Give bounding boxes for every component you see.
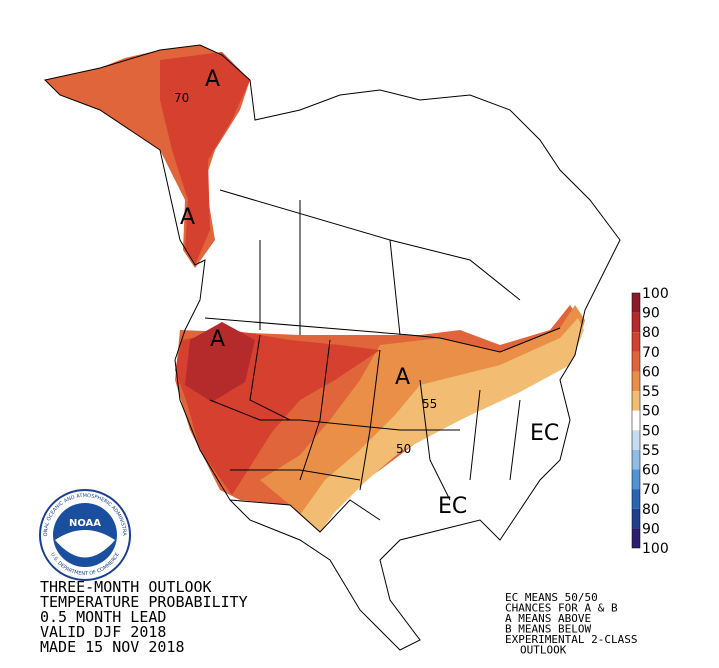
map-label: EC [438, 494, 467, 519]
legend-label: 55 [642, 443, 660, 459]
map-label: EC [530, 421, 559, 446]
legend-swatch [632, 469, 640, 490]
legend-label: 100 [642, 286, 669, 302]
boundaries [43, 44, 621, 651]
legend-frame [631, 292, 641, 549]
title-line: MADE 15 NOV 2018 [40, 638, 185, 656]
canada-lines [219, 189, 521, 336]
legend-swatch [632, 430, 640, 450]
legend: 100 90 80 70 60 55 50 50 55 60 70 80 90 100 [631, 286, 669, 557]
map-label: A [395, 365, 410, 390]
legend-label: 60 [642, 364, 660, 380]
title-line: TEMPERATURE PROBABILITY [40, 593, 248, 611]
title-line: VALID DJF 2018 [40, 623, 166, 641]
map-label: A [180, 205, 195, 230]
note-line: B MEANS BELOW [505, 623, 591, 636]
legend-label: 60 [642, 463, 660, 479]
legend-swatch [632, 312, 640, 333]
legend-swatch [632, 351, 640, 372]
legend-label: 50 [642, 423, 660, 439]
title-line: THREE-MONTH OUTLOOK [40, 578, 212, 596]
legend-swatch [632, 489, 640, 509]
state-lines [209, 334, 521, 501]
coastline [43, 44, 621, 651]
map-label: A [205, 67, 220, 92]
note-line: OUTLOOK [520, 644, 567, 657]
us-region-50 [300, 318, 584, 532]
legend-label: 50 [642, 404, 660, 420]
map-label: 55 [422, 397, 437, 411]
note-line: EC MEANS 50/50 [505, 591, 598, 604]
legend-swatch [632, 391, 640, 411]
legend-swatch [632, 332, 640, 352]
map-label: 70 [174, 91, 189, 105]
legend-label: 70 [642, 482, 660, 498]
legend-swatch [632, 508, 640, 529]
logo-gull [55, 530, 115, 558]
legend-swatch [632, 410, 640, 431]
alaska-region-inner [160, 52, 250, 265]
note-line: EXPERIMENTAL 2-CLASS [505, 633, 637, 646]
us-mexico-border [229, 499, 381, 533]
note-line: A MEANS ABOVE [505, 612, 591, 625]
us-region-80 [185, 322, 255, 402]
legend-label: 55 [642, 384, 660, 400]
legend-label: 90 [642, 306, 660, 322]
map-label: 50 [396, 442, 411, 456]
legend-label: 90 [642, 521, 660, 537]
logo-name: NOAA [69, 518, 101, 529]
legend-swatch [632, 528, 640, 548]
map-label: A [210, 327, 225, 352]
legend-swatch [632, 293, 640, 313]
legend-label: 80 [642, 325, 660, 341]
note-line: CHANCES FOR A & B [505, 602, 618, 615]
us-canada-border [204, 317, 561, 353]
legend-label: 70 [642, 345, 660, 361]
legend-label: 80 [642, 502, 660, 518]
title-line: 0.5 MONTH LEAD [40, 608, 166, 626]
legend-swatch [632, 449, 640, 470]
legend-swatch [632, 371, 640, 392]
legend-label: 100 [642, 541, 669, 557]
